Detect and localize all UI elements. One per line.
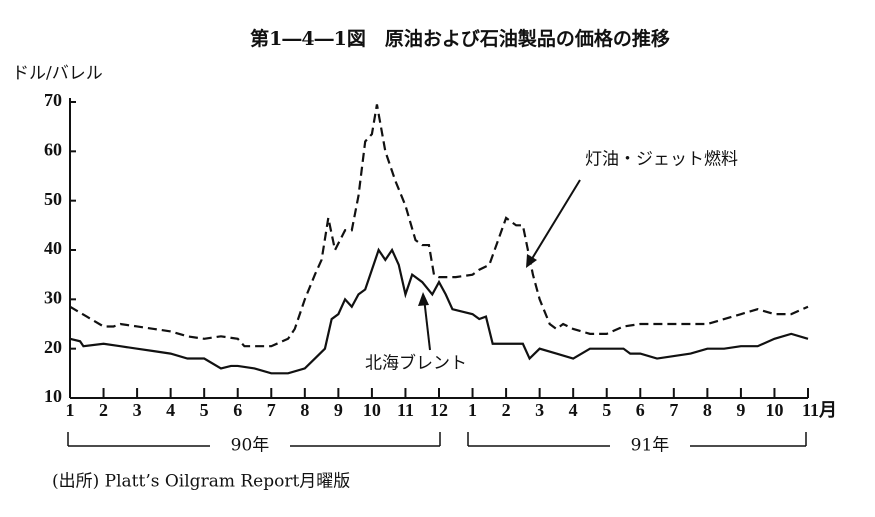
x-tick-label: 10 bbox=[765, 400, 783, 420]
x-tick-label: 9 bbox=[736, 400, 745, 420]
year-label: 90年 bbox=[231, 436, 270, 456]
y-axis-label: ドル/バレル bbox=[12, 64, 103, 84]
x-tick-label: 8 bbox=[300, 400, 309, 420]
x-tick-label: 1 bbox=[468, 400, 477, 420]
year-brackets bbox=[67, 432, 807, 447]
y-tick-label: 20 bbox=[44, 337, 62, 357]
series-line bbox=[69, 104, 809, 348]
x-tick-label: 6 bbox=[636, 400, 645, 420]
y-tick-label: 60 bbox=[44, 139, 62, 159]
x-tick-label: 4 bbox=[166, 400, 175, 420]
series-annotation: 北海ブレント bbox=[365, 353, 467, 374]
y-tick-label: 30 bbox=[44, 287, 62, 307]
year-label: 91年 bbox=[631, 436, 670, 456]
series-annotation: 灯油・ジェット燃料 bbox=[585, 150, 738, 170]
x-tick-label: 5 bbox=[200, 400, 209, 420]
y-tick-label: 70 bbox=[44, 90, 62, 110]
x-tick-label: 2 bbox=[99, 400, 108, 420]
x-tick-label: 11月 bbox=[802, 400, 837, 420]
x-tick-label: 7 bbox=[669, 400, 678, 420]
chart-title: 第1―4―1図 原油および石油製品の価格の推移 bbox=[250, 27, 670, 50]
y-tick-label: 10 bbox=[44, 386, 62, 406]
x-tick-label: 12 bbox=[430, 400, 448, 420]
annotation-arrows bbox=[418, 179, 581, 351]
series-line bbox=[69, 247, 809, 375]
y-tick-label: 50 bbox=[44, 189, 62, 209]
x-tick-label: 6 bbox=[233, 400, 242, 420]
x-tick-label: 9 bbox=[334, 400, 343, 420]
x-tick-label: 3 bbox=[535, 400, 544, 420]
x-tick-label: 11 bbox=[397, 400, 414, 420]
x-tick-label: 3 bbox=[133, 400, 142, 420]
source: (出所) Platt’s Oilgram Report月曜版 bbox=[52, 472, 350, 492]
x-tick-label: 5 bbox=[602, 400, 611, 420]
x-tick-label: 10 bbox=[363, 400, 381, 420]
x-tick-label: 2 bbox=[502, 400, 511, 420]
x-tick-label: 8 bbox=[703, 400, 712, 420]
x-tick-label: 7 bbox=[267, 400, 276, 420]
y-tick-label: 40 bbox=[44, 238, 62, 258]
x-tick-label: 1 bbox=[66, 400, 75, 420]
x-tick-label: 4 bbox=[569, 400, 578, 420]
